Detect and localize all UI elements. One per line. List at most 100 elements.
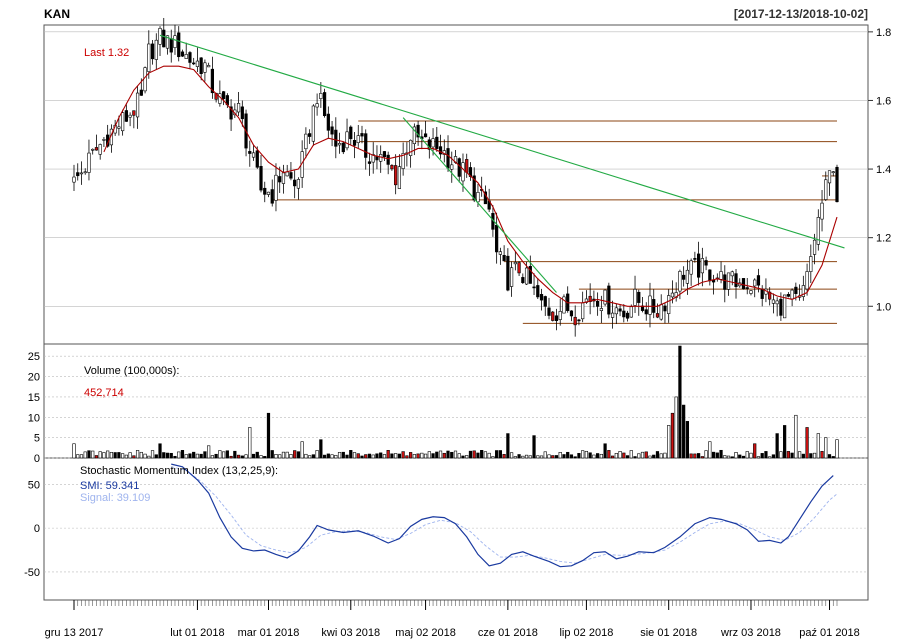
- volume-bar: [667, 425, 671, 459]
- volume-bar: [274, 454, 278, 459]
- volume-bar: [551, 455, 555, 459]
- volume-bar: [337, 452, 342, 459]
- candle-body: [558, 311, 562, 320]
- volume-bar: [263, 456, 267, 459]
- volume-bar: [188, 453, 192, 459]
- volume-bar: [270, 450, 274, 459]
- volume-bar: [442, 452, 446, 459]
- moving-average: [103, 65, 838, 307]
- candle-body: [573, 316, 577, 326]
- volume-bar: [730, 456, 734, 459]
- volume-bar: [547, 454, 551, 459]
- candle-body: [495, 224, 499, 253]
- volume-bar: [805, 427, 809, 459]
- volume-bar: [532, 435, 536, 459]
- volume-bar: [225, 450, 229, 459]
- candle-body: [390, 165, 394, 170]
- volume-bar: [409, 452, 413, 459]
- candle-body: [304, 133, 308, 150]
- candle-body: [599, 308, 603, 311]
- volume-bar: [117, 452, 121, 459]
- volume-bar: [629, 450, 633, 459]
- volume-bar: [622, 452, 626, 459]
- candle-body: [502, 255, 506, 262]
- volume-bar: [708, 441, 712, 459]
- volume-bar: [465, 455, 469, 459]
- candle-body: [162, 29, 166, 48]
- volume-bar: [610, 455, 615, 459]
- candle-body: [637, 291, 641, 303]
- candle-body: [760, 288, 764, 299]
- candle-body: [607, 285, 611, 315]
- candle-body: [438, 146, 443, 155]
- candle-body: [356, 135, 360, 144]
- candle-body: [180, 51, 185, 57]
- price-y-tick-label: 1.0: [876, 301, 891, 313]
- volume-bar: [715, 452, 719, 459]
- candle-body: [76, 172, 80, 177]
- volume-bar: [169, 452, 173, 459]
- volume-bar: [704, 450, 708, 459]
- volume-bar: [203, 451, 207, 459]
- volume-bar: [326, 453, 330, 459]
- candle-body: [528, 265, 532, 284]
- candle-body: [678, 271, 682, 292]
- candle-body: [412, 126, 416, 144]
- candle-body: [94, 147, 99, 151]
- candle-body: [435, 136, 439, 149]
- volume-bar: [827, 454, 832, 459]
- volume-bar: [558, 452, 562, 459]
- volume-bar: [360, 455, 364, 459]
- volume-bar: [240, 455, 244, 459]
- candle-body: [629, 306, 633, 318]
- candle-body: [700, 258, 704, 274]
- x-tick-label: wrz 03 2018: [720, 627, 781, 639]
- volume-bar: [345, 454, 349, 459]
- volume-bar: [199, 453, 203, 459]
- volume-bar: [506, 433, 510, 459]
- oscillator-y-tick-label: 0: [34, 523, 40, 535]
- candle-body: [289, 172, 293, 179]
- candle-body: [618, 308, 622, 312]
- volume-bar: [431, 453, 435, 459]
- candle-body: [139, 89, 143, 96]
- volume-bar: [79, 454, 84, 459]
- volume-bar: [438, 450, 443, 459]
- volume-bar: [128, 452, 132, 459]
- candle-body: [124, 110, 128, 122]
- volume-bar: [330, 454, 334, 459]
- candle-body: [730, 271, 734, 277]
- volume-y-tick-label: 0: [34, 453, 40, 465]
- candle-body: [311, 105, 315, 142]
- candle-body: [117, 126, 121, 129]
- candle-body: [184, 54, 188, 59]
- candle-body: [87, 152, 91, 173]
- volume-bar: [165, 452, 170, 459]
- volume-bar: [397, 453, 402, 459]
- volume-bar: [121, 453, 125, 459]
- volume-bar: [453, 450, 458, 459]
- candle-body: [648, 295, 652, 315]
- candle-body: [603, 289, 607, 305]
- volume-bar: [521, 455, 525, 459]
- candle-body: [83, 171, 87, 174]
- x-tick-label: lut 01 2018: [170, 627, 224, 639]
- candle-body: [655, 313, 660, 318]
- candle-body: [824, 179, 828, 200]
- candle-body: [708, 269, 712, 282]
- volume-bar: [816, 433, 820, 459]
- volume-bar: [726, 455, 731, 459]
- candle-body: [509, 267, 514, 287]
- candle-body: [409, 139, 413, 156]
- volume-bar: [480, 449, 484, 459]
- candle-body: [614, 307, 618, 315]
- volume-bar: [476, 452, 480, 459]
- price-y-tick-label: 1.2: [876, 233, 891, 245]
- volume-bar: [697, 453, 701, 459]
- candle-body: [270, 189, 274, 204]
- candle-body: [188, 52, 192, 63]
- moving-average-line: [103, 65, 838, 307]
- x-tick-label: cze 01 2018: [478, 627, 538, 639]
- volume-bar: [734, 452, 738, 459]
